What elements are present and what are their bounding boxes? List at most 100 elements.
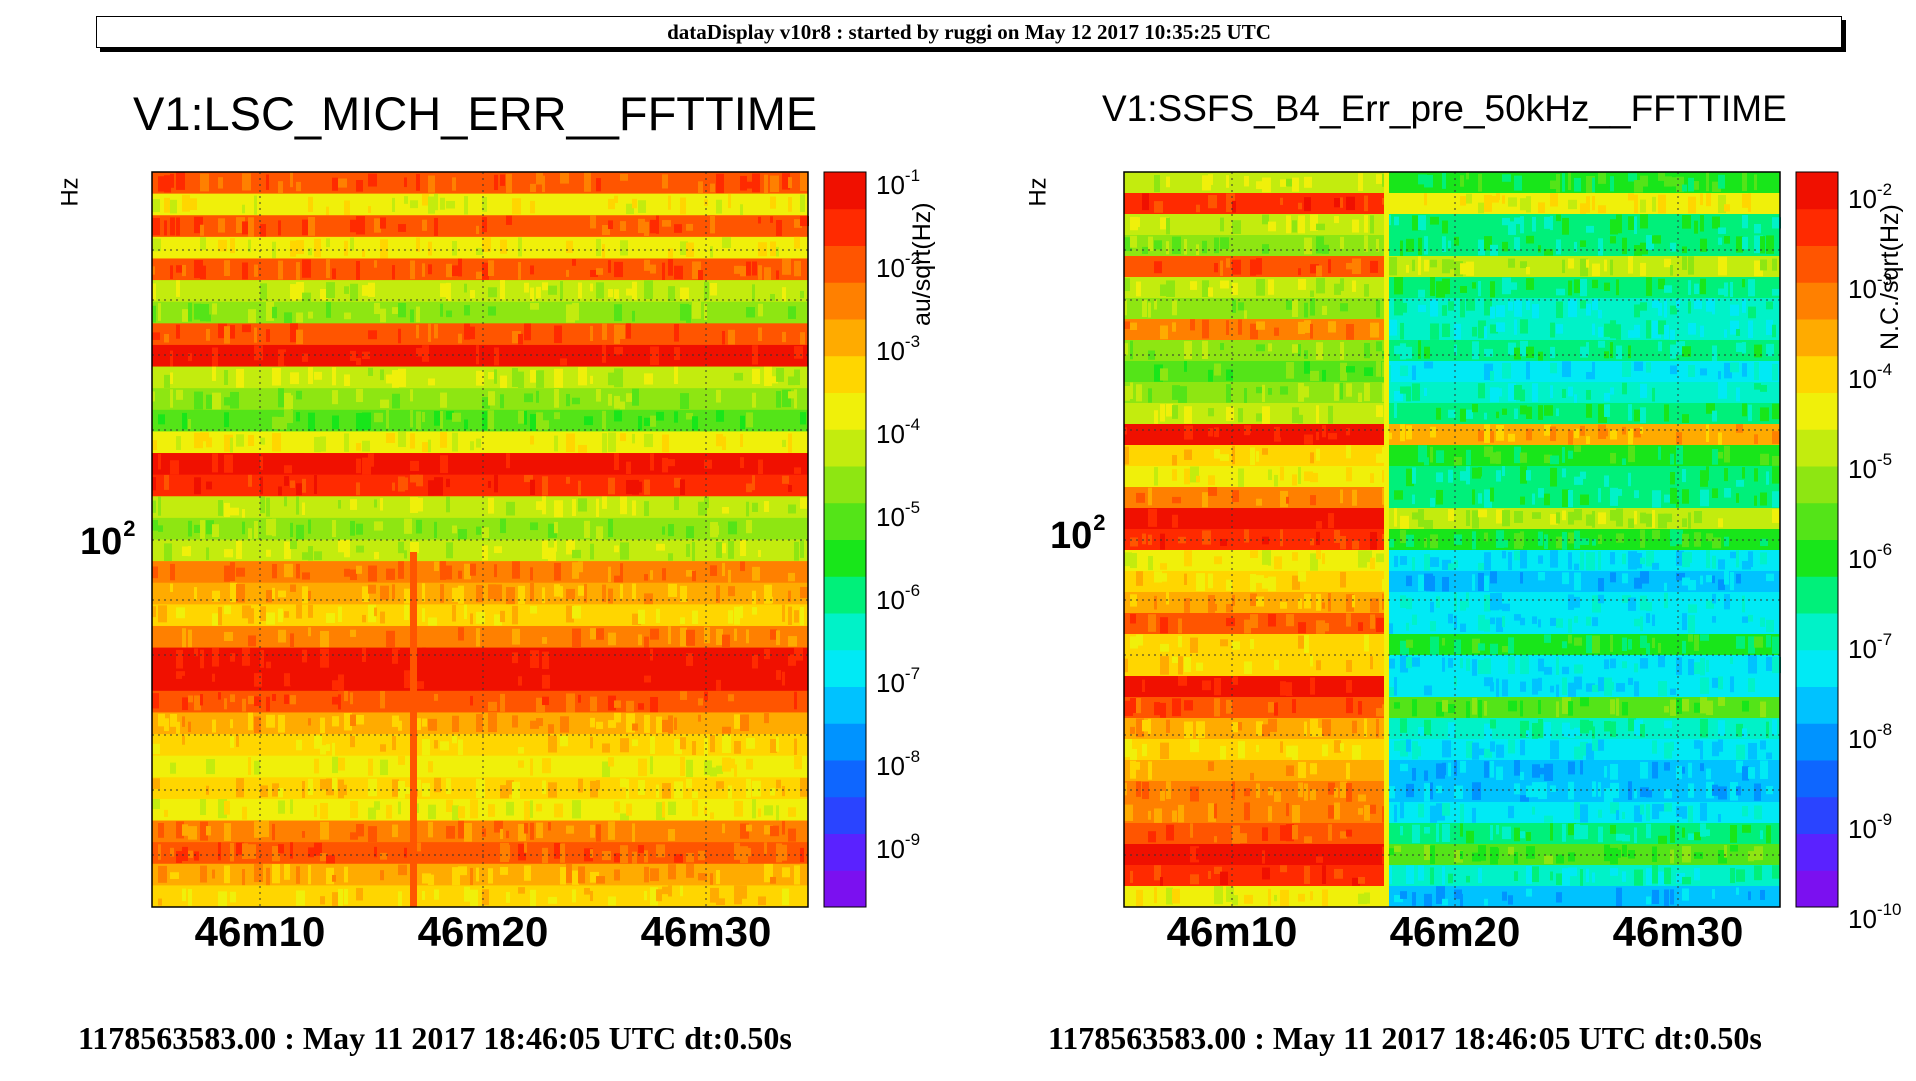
left-colorbar-swatch: [824, 539, 866, 577]
left-heatmap-band: [152, 885, 808, 908]
right-colorbar-swatch: [1796, 613, 1838, 651]
left-colorbar-tick-label: 10-9: [876, 830, 921, 864]
right-colorbar-swatch: [1796, 282, 1838, 320]
right-colorbar-swatch: [1796, 760, 1838, 798]
right-colorbar-swatch: [1796, 833, 1838, 871]
left-colorbar-swatch: [824, 870, 866, 908]
left-colorbar-swatch: [824, 833, 866, 871]
right-colorbar-swatch: [1796, 576, 1838, 614]
right-heatmap-right-band: [1388, 781, 1780, 803]
left-colorbar-tick-label: 10-5: [876, 498, 921, 532]
left-x-tick-label: 46m30: [640, 908, 772, 955]
left-colorbar-swatch: [824, 686, 866, 724]
right-colorbar-swatch: [1796, 466, 1838, 504]
left-colorbar-frame: [823, 171, 867, 908]
right-colorbar-tick-label: 10-8: [1848, 720, 1893, 754]
right-heatmap-left-band: [1124, 886, 1388, 908]
right-colorbar-swatch: [1796, 429, 1838, 467]
left-plot-title: V1:LSC_MICH_ERR__FFTTIME: [133, 87, 818, 140]
left-heatmap-band: [152, 820, 808, 843]
right-x-tick-label: 46m30: [1612, 908, 1744, 955]
right-heatmap-left-band: [1124, 235, 1388, 257]
right-heatmap-left-band: [1124, 487, 1388, 509]
right-colorbar-swatch: [1796, 245, 1838, 283]
right-heatmap-right-band: [1388, 361, 1780, 383]
right-heatmap-right-band: [1388, 655, 1780, 677]
right-colorbar-tick-label: 10-6: [1848, 540, 1893, 574]
right-colorbar-swatch: [1796, 686, 1838, 724]
right-plot-frame: [1123, 171, 1781, 908]
right-heatmap-right-band: [1388, 592, 1780, 614]
left-colorbar-tick-label: 10-2: [876, 249, 921, 283]
right-colorbar-swatch: [1796, 723, 1838, 761]
right-heatmap-right-band: [1388, 613, 1780, 635]
right-colorbar-tick-label: 10-2: [1848, 180, 1893, 214]
right-heatmap-left-band: [1124, 193, 1388, 215]
right-heatmap-right-band: [1388, 760, 1780, 782]
right-plot-title: V1:SSFS_B4_Err_pre_50kHz__FFTTIME: [1102, 88, 1787, 129]
right-heatmap-left-band: [1124, 298, 1388, 320]
right-colorbar-swatch: [1796, 870, 1838, 908]
left-heatmap-band: [152, 172, 808, 195]
right-colorbar-tick-label: 10-7: [1848, 630, 1893, 664]
left-colorbar-swatch: [824, 576, 866, 614]
right-footer-timestamp: 1178563583.00 : May 11 2017 18:46:05 UTC…: [1048, 1020, 1762, 1056]
right-heatmap-transition: [1384, 172, 1389, 907]
left-heatmap-band: [152, 409, 808, 432]
left-colorbar-swatch: [824, 796, 866, 834]
left-colorbar-swatch: [824, 760, 866, 798]
right-y-tick-label: 102: [1050, 510, 1106, 557]
left-colorbar-tick-label: 10-4: [876, 415, 921, 449]
left-colorbar-tick-label: 10-7: [876, 664, 921, 698]
right-colorbar-swatch: [1796, 172, 1838, 210]
left-heatmap-band: [152, 561, 808, 584]
left-heatmap-band: [152, 798, 808, 822]
left-heatmap-band: [152, 496, 808, 519]
right-heatmap-right-band: [1388, 865, 1780, 887]
left-heatmap-band: [152, 388, 808, 411]
right-colorbar-swatch: [1796, 392, 1838, 430]
left-colorbar-swatch: [824, 355, 866, 393]
left-colorbar-swatch: [824, 429, 866, 467]
right-colorbar-tick-label: 10-3: [1848, 270, 1893, 304]
left-heatmap-band: [152, 669, 808, 692]
right-colorbar-tick-label: 10-9: [1848, 810, 1893, 844]
right-heatmap-left-band: [1124, 865, 1388, 887]
right-colorbar-swatch: [1796, 796, 1838, 834]
right-heatmap-right-band: [1388, 634, 1780, 656]
left-colorbar-tick-label: 10-6: [876, 581, 921, 615]
left-heatmap-glitch: [410, 552, 417, 907]
right-heatmap-left-band: [1124, 802, 1388, 824]
left-heatmap-band: [152, 323, 808, 346]
left-colorbar-swatch: [824, 502, 866, 540]
left-heatmap-band: [152, 863, 808, 886]
left-plot-frame: [151, 171, 809, 908]
right-heatmap-right-band: [1388, 403, 1780, 425]
right-colorbar-swatch: [1796, 208, 1838, 246]
left-x-tick-label: 46m20: [417, 908, 549, 955]
left-colorbar-swatch: [824, 649, 866, 687]
right-colorbar-swatch: [1796, 319, 1838, 357]
right-colorbar-tick-label: 10-4: [1848, 360, 1893, 394]
right-heatmap-left-band: [1124, 760, 1388, 782]
header-text: dataDisplay v10r8 : started by ruggi on …: [667, 19, 1271, 44]
left-heatmap-band: [152, 301, 808, 324]
left-heatmap-band: [152, 539, 808, 562]
left-colorbar-swatch: [824, 208, 866, 246]
right-x-tick-label: 46m20: [1389, 908, 1521, 955]
left-colorbar-swatch: [824, 319, 866, 357]
left-y-tick-label: 102: [80, 516, 136, 563]
left-colorbar-tick-label: 10-1: [876, 166, 921, 200]
app-header-banner: dataDisplay v10r8 : started by ruggi on …: [96, 16, 1842, 48]
right-colorbar-swatch: [1796, 539, 1838, 577]
right-colorbar-swatch: [1796, 355, 1838, 393]
right-colorbar-tick-label: 10-5: [1848, 450, 1893, 484]
left-footer-timestamp: 1178563583.00 : May 11 2017 18:46:05 UTC…: [78, 1020, 792, 1056]
left-colorbar-swatch: [824, 723, 866, 761]
left-colorbar-tick-label: 10-8: [876, 747, 921, 781]
left-x-tick-label: 46m10: [194, 908, 326, 955]
right-colorbar-tick-label: 10-10: [1848, 900, 1902, 934]
left-colorbar-swatch: [824, 466, 866, 504]
right-colorbar-frame: [1795, 171, 1839, 908]
